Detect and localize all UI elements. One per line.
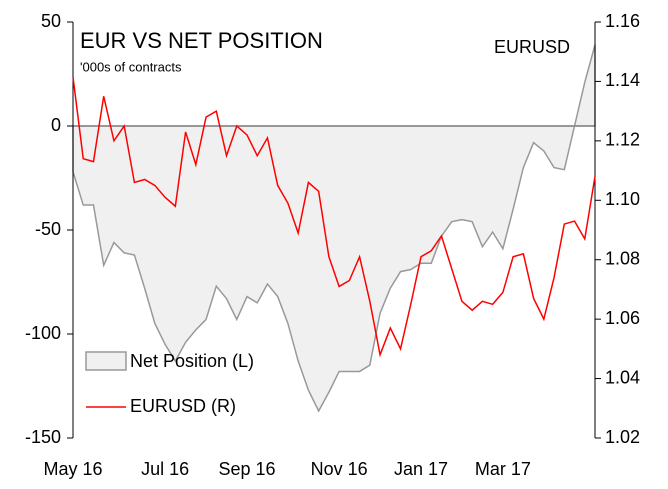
legend-label: EURUSD (R) [130,396,236,416]
y2-tick-label: 1.02 [605,427,640,447]
y-tick-label: -150 [25,427,61,447]
y2-tick-label: 1.12 [605,130,640,150]
y-tick-label: 50 [41,11,61,31]
y2-tick-label: 1.10 [605,189,640,209]
x-tick-label: Jan 17 [394,459,448,479]
x-tick-label: Sep 16 [218,459,275,479]
legend-swatch [85,351,127,371]
y2-tick-label: 1.14 [605,70,640,90]
chart-title: EUR VS NET POSITION [80,28,323,53]
x-tick-label: Mar 17 [475,459,531,479]
chart-subtitle: '000s of contracts [80,59,182,74]
annotation: EURUSD [494,37,570,57]
x-tick-label: Jul 16 [141,459,189,479]
y-tick-label: -50 [35,219,61,239]
y2-tick-label: 1.04 [605,367,640,387]
net-position-area [72,44,596,413]
y2-tick-label: 1.06 [605,308,640,328]
legend-label: Net Position (L) [130,351,254,371]
x-tick-label: May 16 [43,459,102,479]
eurusd-line [72,76,596,358]
y2-tick-label: 1.16 [605,11,640,31]
y-tick-label: -100 [25,323,61,343]
y2-tick-label: 1.08 [605,248,640,268]
y-tick-label: 0 [51,115,61,135]
x-tick-label: Nov 16 [311,459,368,479]
